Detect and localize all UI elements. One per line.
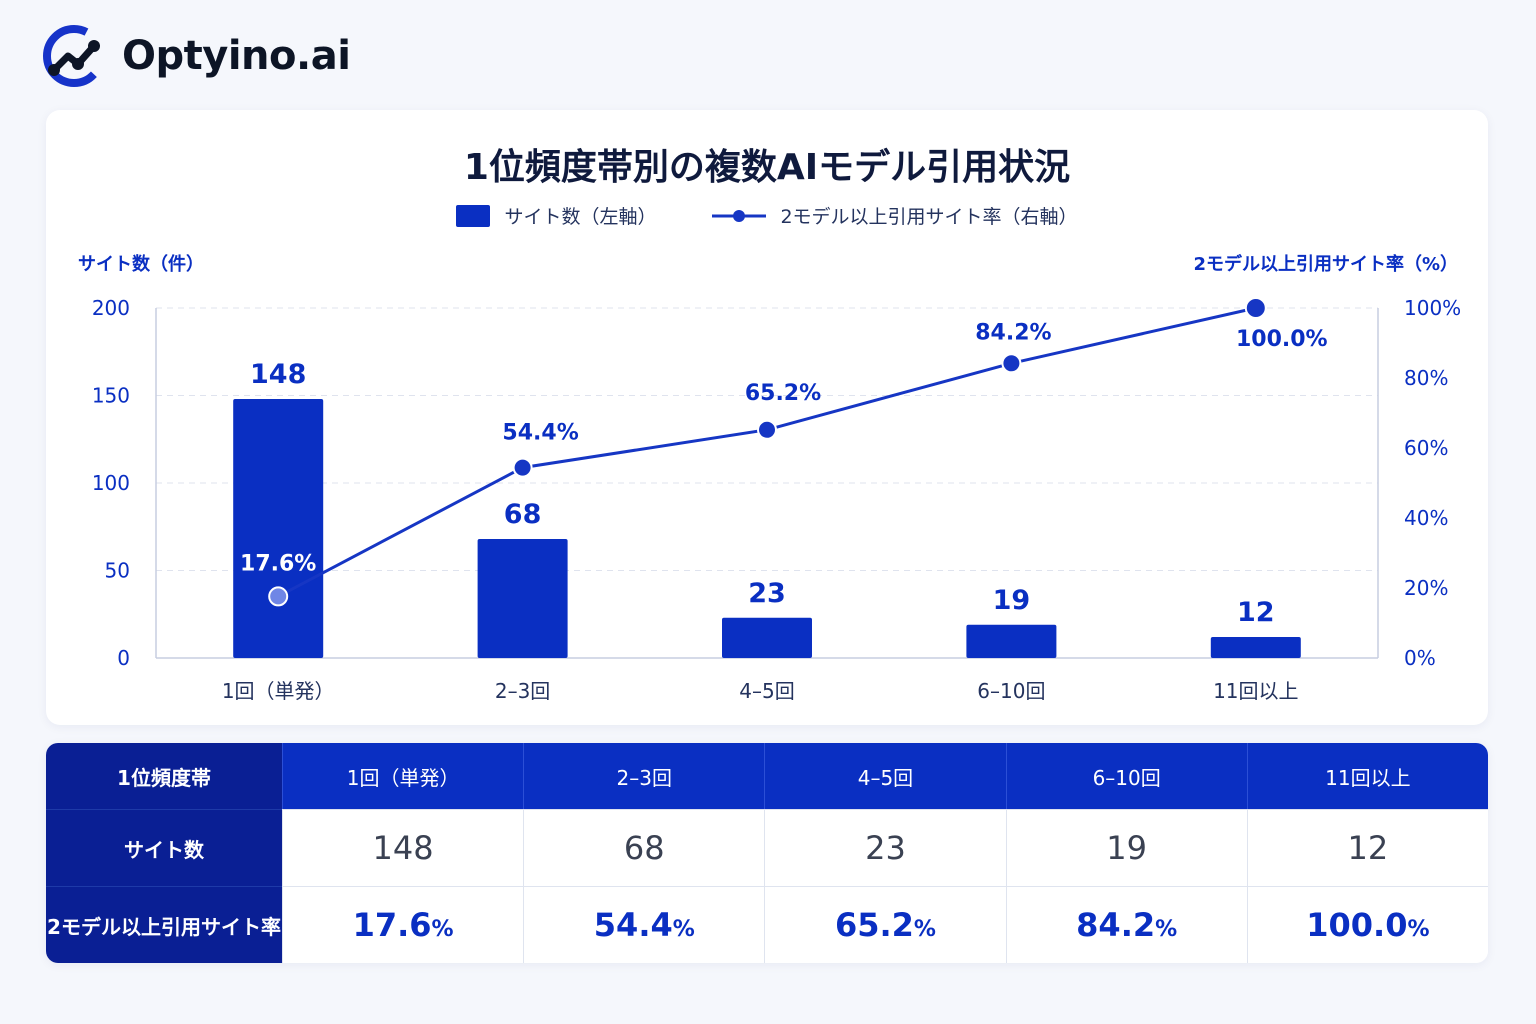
y-tick-right: 60% (1404, 436, 1448, 460)
y-tick-left: 100 (92, 471, 130, 495)
bar-label: 12 (1237, 597, 1275, 628)
row-label-site-count: サイト数 (46, 809, 282, 886)
rate-label: 84.2% (975, 320, 1051, 345)
bar-label: 19 (993, 585, 1031, 616)
rate-unit: % (431, 917, 454, 942)
y-tick-left: 200 (92, 296, 130, 320)
rate-value: 65.2 (834, 906, 914, 944)
row-label-rate: 2モデル以上引用サイト率 (46, 886, 282, 963)
table-cell-rate: 65.2% (764, 886, 1006, 963)
legend-item-line: 2モデル以上引用サイト率（右軸） (712, 202, 1078, 229)
legend-bar-swatch (456, 204, 491, 227)
rate-label: 65.2% (745, 381, 821, 406)
x-tick-label: 6–10回 (977, 679, 1045, 703)
rate-unit: % (913, 917, 936, 942)
rate-line (277, 306, 1257, 598)
table-column-header: 1回（単発） (282, 743, 524, 809)
table-cell-site-count: 12 (1246, 809, 1488, 886)
x-tick-label: 4–5回 (739, 679, 794, 703)
y-tick-left: 50 (105, 559, 130, 583)
table-row: サイト数 148 68 23 19 12 (46, 809, 1488, 886)
y-tick-right: 80% (1404, 366, 1448, 390)
legend-label-bars: サイト数（左軸） (504, 206, 657, 228)
table-header-row: 1位頻度帯 1回（単発） 2–3回 4–5回 6–10回 11回以上 (46, 743, 1488, 809)
bar-label: 23 (748, 578, 786, 609)
y-axis-left-label: サイト数（件） (78, 254, 204, 275)
y-tick-right: 100% (1404, 296, 1461, 320)
y-tick-right: 0% (1404, 646, 1436, 670)
bar-label: 148 (250, 359, 306, 390)
table-cell-site-count: 23 (764, 809, 1006, 886)
table-cell-rate: 100.0% (1246, 886, 1488, 963)
legend-item-bars: サイト数（左軸） (456, 202, 656, 229)
rate-unit: % (1155, 917, 1178, 942)
rate-point-2 (512, 457, 533, 478)
table-cell-rate: 17.6% (282, 886, 524, 963)
chart-node-icon (43, 25, 105, 87)
rate-point-1 (268, 586, 289, 607)
rate-value: 54.4 (593, 906, 673, 944)
rate-label: 54.4% (502, 421, 578, 446)
table-column-header: 11回以上 (1246, 743, 1488, 809)
y-tick-right: 40% (1404, 506, 1448, 530)
bar-5 (1210, 637, 1301, 658)
combo-chart: 0 50 100 150 200 0% 20% 40% 60% 80% 100% 148 68 23 19 1… (92, 296, 1461, 703)
brand-name: Optyino.ai (122, 33, 351, 79)
rate-unit: % (1407, 917, 1430, 942)
rate-label: 17.6% (240, 551, 316, 576)
y-tick-right: 20% (1404, 576, 1448, 600)
legend-line-swatch (712, 209, 767, 222)
x-tick-label: 11回以上 (1213, 679, 1298, 703)
y-tick-left: 150 (92, 384, 130, 408)
y-axis-right-label: 2モデル以上引用サイト率（%） (1193, 254, 1458, 275)
brand-logo: Optyino.ai (40, 22, 351, 90)
table-cell-site-count: 19 (1005, 809, 1247, 886)
table-cell-rate: 84.2% (1005, 886, 1247, 963)
x-tick-label: 2–3回 (495, 679, 550, 703)
legend-label-line: 2モデル以上引用サイト率（右軸） (780, 206, 1078, 228)
chart-legend: サイト数（左軸） 2モデル以上引用サイト率（右軸） (46, 202, 1488, 229)
summary-table: 1位頻度帯 1回（単発） 2–3回 4–5回 6–10回 11回以上 サイト数 148 6… (46, 743, 1488, 963)
rate-point-3 (757, 419, 777, 440)
bar-3 (722, 617, 812, 658)
bar-1 (233, 399, 324, 658)
table-row: 2モデル以上引用サイト率 17.6% 54.4% 65.2% 84.2% 100.0% (46, 886, 1488, 963)
rate-point-4 (1001, 353, 1022, 374)
table-cell-site-count: 68 (523, 809, 765, 886)
table-column-header: 4–5回 (764, 743, 1006, 809)
table-column-header: 6–10回 (1005, 743, 1247, 809)
rate-label: 100.0% (1236, 327, 1328, 352)
table-cell-rate: 54.4% (523, 886, 765, 963)
rate-value: 100.0 (1306, 906, 1408, 944)
table-column-header: 2–3回 (523, 743, 765, 809)
bar-label: 68 (504, 499, 542, 530)
rate-value: 17.6 (352, 906, 432, 944)
x-tick-label: 1回（単発） (222, 679, 335, 703)
rate-unit: % (672, 917, 695, 942)
bar-2 (477, 539, 568, 658)
chart-title: 1位頻度帯別の複数AIモデル引用状況 (463, 147, 1071, 188)
rate-value: 84.2 (1076, 906, 1156, 944)
table-cell-site-count: 148 (282, 809, 524, 886)
bar-4 (966, 624, 1057, 658)
table-header-label: 1位頻度帯 (46, 743, 282, 809)
rate-point-5 (1244, 297, 1267, 319)
chart-card: 1位頻度帯別の複数AIモデル引用状況 サイト数（左軸） 2モデル以上引用サイト率… (46, 110, 1488, 725)
y-tick-left: 0 (117, 646, 130, 670)
